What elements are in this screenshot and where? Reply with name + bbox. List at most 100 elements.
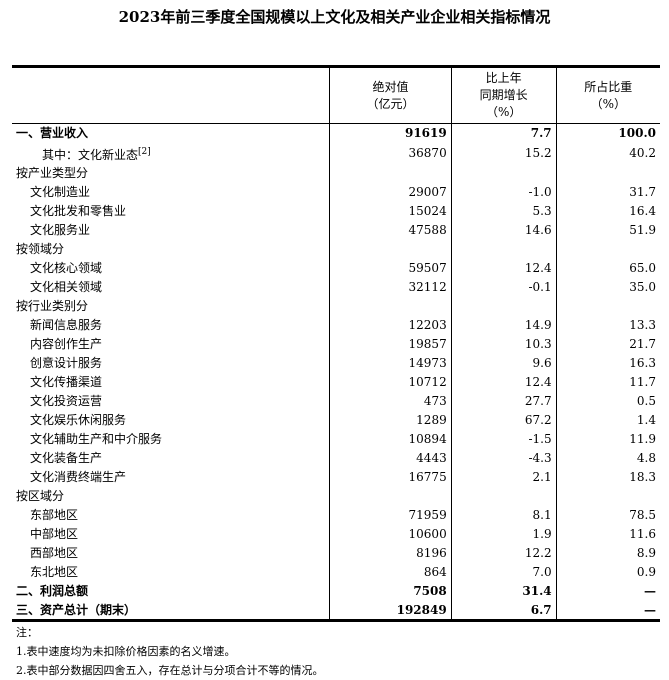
row-label-cell: 文化批发和零售业	[12, 202, 330, 221]
row-label: 中部地区	[30, 527, 79, 541]
table-row: 按产业类型分	[12, 163, 660, 183]
absolute-value: 7508	[413, 584, 447, 598]
share-cell: 1.4	[555, 410, 660, 430]
table-row: 文化消费终端生产 16775 2.1 18.3	[12, 467, 660, 487]
header-line: 比上年	[485, 71, 522, 85]
table-row: 三、资产总计（期末） 192849 6.7 —	[12, 600, 660, 622]
absolute-value: 473	[423, 394, 447, 408]
absolute-value-cell: 864	[329, 562, 452, 582]
header-share: 所占比重 （%）	[555, 65, 660, 124]
row-label-cell: 按区域分	[12, 487, 330, 506]
absolute-value: 12203	[408, 318, 447, 332]
header-line: （亿元）	[366, 96, 415, 111]
share: 18.3	[629, 470, 656, 484]
header-line: 绝对值	[372, 79, 409, 94]
growth-rate-cell: 67.2	[450, 410, 557, 430]
table-row: 其中：文化新业态[2] 36870 15.2 40.2	[12, 142, 660, 164]
share-cell: 18.3	[555, 467, 660, 487]
growth-rate: 14.9	[524, 318, 552, 332]
growth-rate: 7.0	[532, 565, 552, 579]
share: 35.0	[629, 280, 656, 294]
table-row: 新闻信息服务 12203 14.9 13.3	[12, 315, 660, 335]
row-label-cell: 其中：文化新业态[2]	[12, 143, 330, 164]
row-label: 文化核心领域	[30, 261, 103, 275]
share-cell: 16.4	[555, 201, 660, 221]
row-label-cell: 文化娱乐休闲服务	[12, 411, 330, 430]
growth-rate-cell: 31.4	[450, 581, 557, 601]
row-label: 文化投资运营	[30, 394, 103, 408]
absolute-value-cell: 10712	[329, 372, 452, 392]
share: 11.7	[629, 375, 656, 389]
growth-rate-cell: 27.7	[450, 391, 557, 411]
growth-rate: -1.5	[528, 432, 552, 446]
absolute-value: 36870	[408, 146, 447, 160]
share-cell: —	[555, 581, 660, 601]
row-label-cell: 文化核心领域	[12, 259, 330, 278]
share-cell: 0.9	[555, 562, 660, 582]
row-label-cell: 文化相关领域	[12, 278, 330, 297]
share-cell: 8.9	[555, 543, 660, 563]
table-row: 中部地区 10600 1.9 11.6	[12, 524, 660, 544]
header-line: （%）	[590, 96, 626, 111]
absolute-value-cell: 473	[329, 391, 452, 411]
table-row: 文化批发和零售业 15024 5.3 16.4	[12, 201, 660, 221]
row-label-cell: 按行业类别分	[12, 297, 330, 316]
row-label-cell: 按产业类型分	[12, 164, 330, 183]
row-label: 一、营业收入	[16, 126, 89, 141]
row-label: 文化批发和零售业	[30, 204, 127, 218]
row-label-cell: 文化辅助生产和中介服务	[12, 430, 330, 449]
absolute-value-cell: 36870	[329, 142, 452, 164]
growth-rate: -4.3	[528, 451, 552, 465]
absolute-value: 10894	[408, 432, 447, 446]
growth-rate: -0.1	[528, 280, 552, 294]
share: 51.9	[629, 223, 656, 237]
table-row: 东部地区 71959 8.1 78.5	[12, 505, 660, 525]
growth-rate-cell: 14.6	[450, 220, 557, 240]
row-label: 文化传播渠道	[30, 375, 103, 389]
row-label-cell: 新闻信息服务	[12, 316, 330, 335]
growth-rate: 9.6	[532, 356, 552, 370]
table-row: 东北地区 864 7.0 0.9	[12, 562, 660, 582]
growth-rate-cell: 12.4	[450, 258, 557, 278]
share: 8.9	[636, 546, 656, 560]
share-cell: 31.7	[555, 182, 660, 202]
row-label-cell: 一、营业收入	[12, 124, 330, 143]
absolute-value-cell	[329, 296, 452, 316]
share-cell: —	[555, 600, 660, 622]
row-label-cell: 文化传播渠道	[12, 373, 330, 392]
growth-rate: 7.7	[530, 126, 552, 141]
table-row: 内容创作生产 19857 10.3 21.7	[12, 334, 660, 354]
growth-rate-cell: 1.9	[450, 524, 557, 544]
table-row: 文化相关领域 32112 -0.1 35.0	[12, 277, 660, 297]
row-label: 按行业类别分	[16, 299, 89, 313]
table-row: 创意设计服务 14973 9.6 16.3	[12, 353, 660, 373]
share-cell: 78.5	[555, 505, 660, 525]
growth-rate-cell: 15.2	[450, 142, 557, 164]
growth-rate: 8.1	[532, 508, 552, 522]
row-label-cell: 东北地区	[12, 563, 330, 582]
row-label-cell: 中部地区	[12, 525, 330, 544]
share-cell: 100.0	[555, 123, 660, 143]
growth-rate: -1.0	[528, 185, 552, 199]
row-label-cell: 二、利润总额	[12, 582, 330, 601]
table-row: 西部地区 8196 12.2 8.9	[12, 543, 660, 563]
row-label: 内容创作生产	[30, 337, 103, 351]
growth-rate: 27.7	[524, 394, 552, 408]
row-label-cell: 东部地区	[12, 506, 330, 525]
row-label-cell: 三、资产总计（期末）	[12, 600, 330, 622]
growth-rate-cell: 14.9	[450, 315, 557, 335]
growth-rate-cell: 9.6	[450, 353, 557, 373]
row-label-cell: 按领域分	[12, 240, 330, 259]
absolute-value: 59507	[408, 261, 447, 275]
growth-rate: 12.4	[524, 261, 552, 275]
absolute-value-cell: 29007	[329, 182, 452, 202]
table-row: 按领域分	[12, 239, 660, 259]
growth-rate: 5.3	[532, 204, 552, 218]
absolute-value-cell: 71959	[329, 505, 452, 525]
share: 65.0	[629, 261, 656, 275]
share-cell: 65.0	[555, 258, 660, 278]
share-cell: 4.8	[555, 448, 660, 468]
header-label	[12, 65, 330, 124]
growth-rate: 15.2	[524, 146, 552, 160]
row-label-cell: 西部地区	[12, 544, 330, 563]
